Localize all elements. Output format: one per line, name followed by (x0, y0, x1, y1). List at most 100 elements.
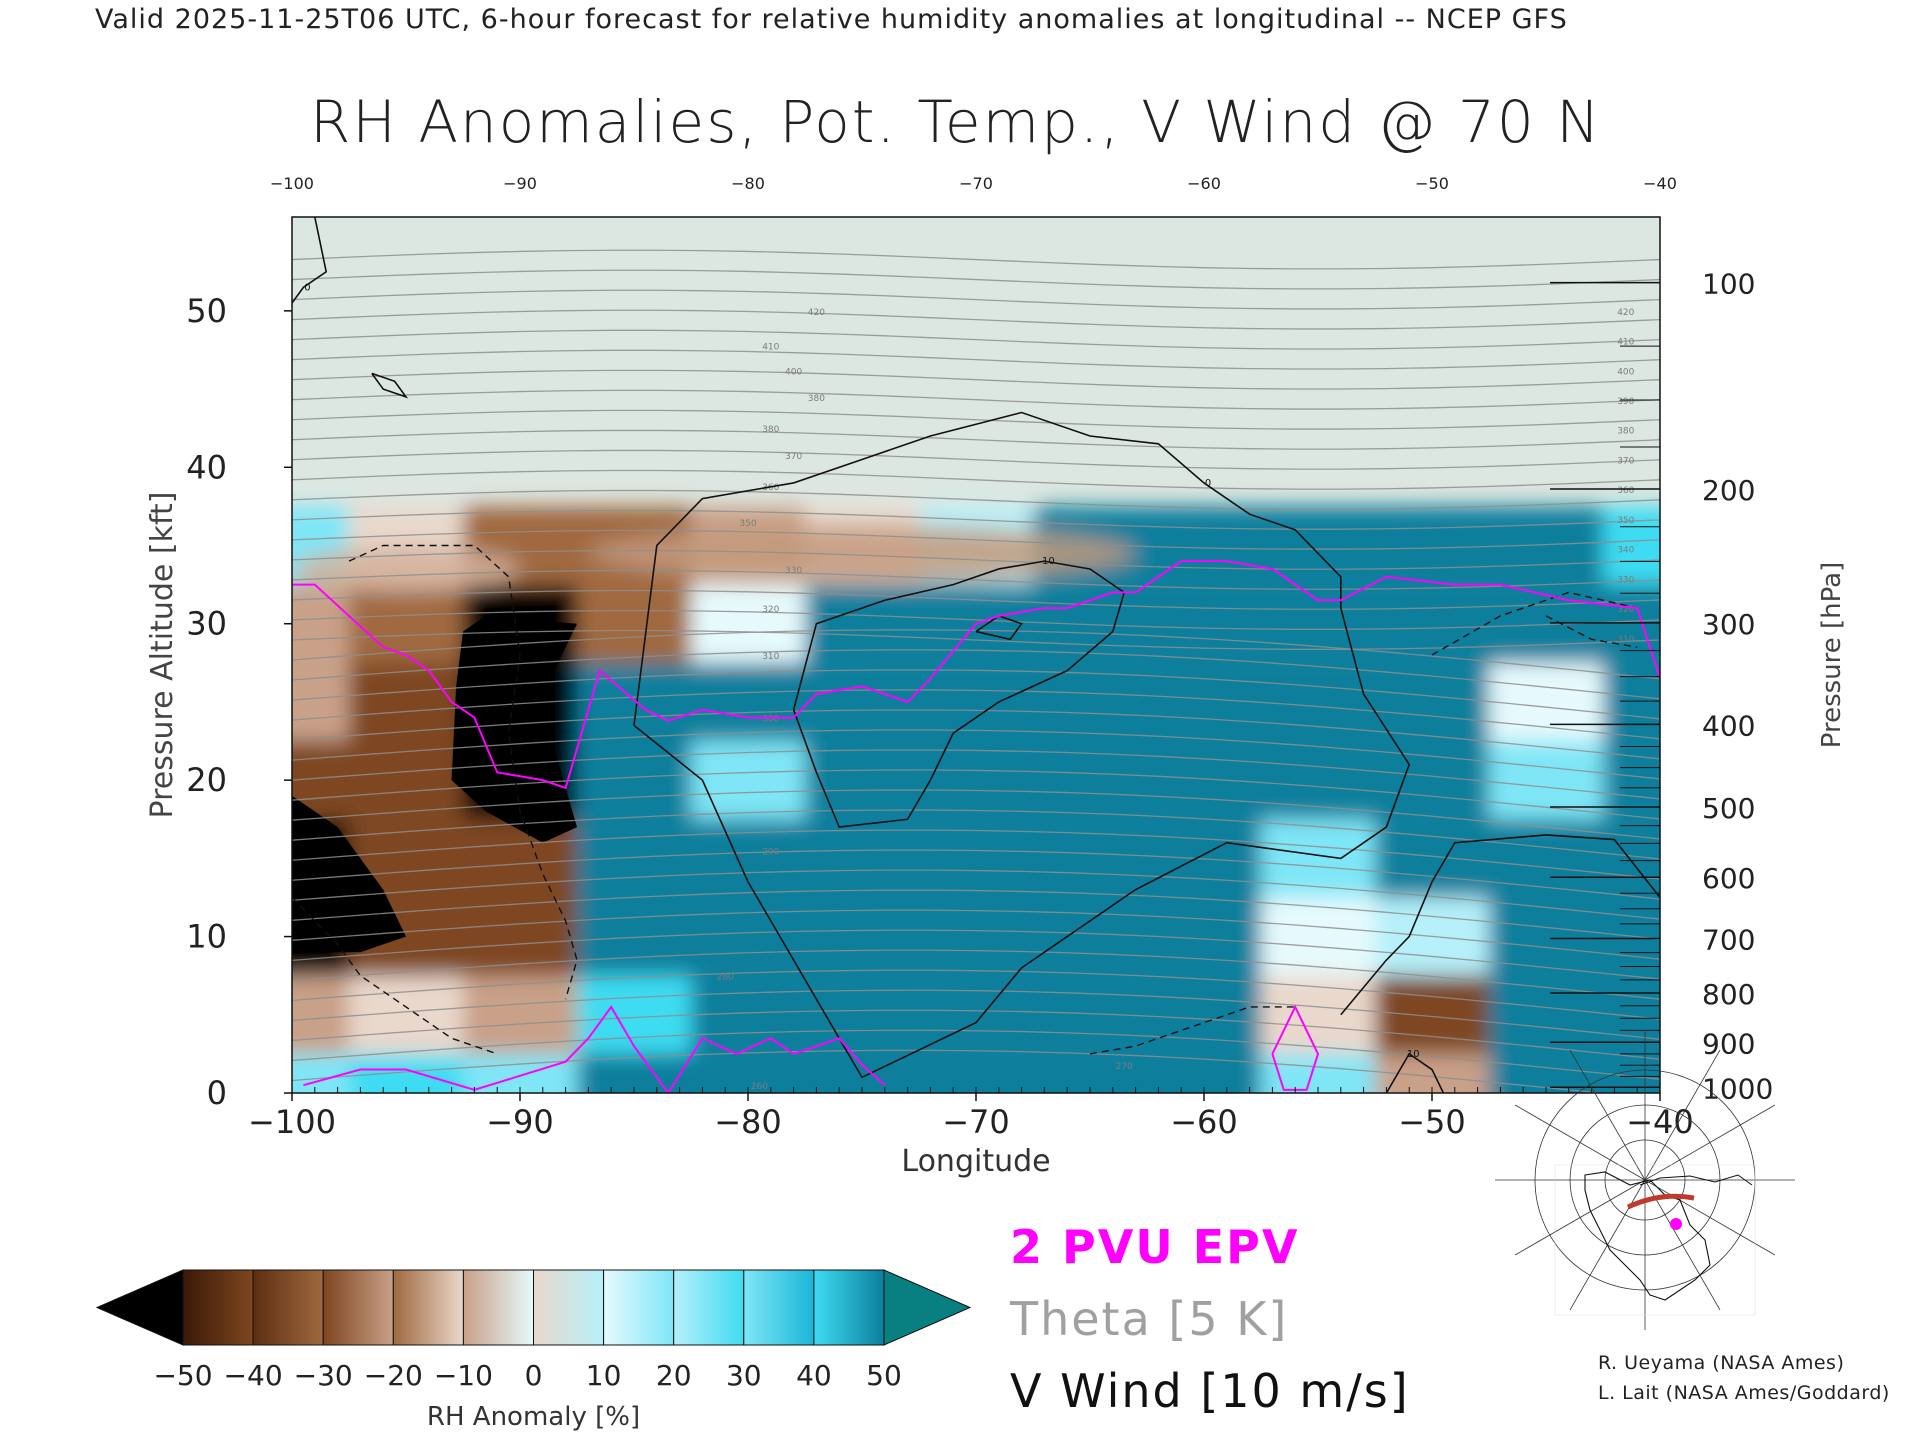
rh-cell (1033, 741, 1147, 820)
rh-cell (1489, 897, 1603, 976)
colorbar-tick-label: −30 (294, 1359, 353, 1392)
rh-cell (919, 741, 1033, 820)
theta-line (292, 749, 1660, 800)
rh-cell (919, 897, 1033, 976)
colorbar-tick-label: −40 (224, 1359, 283, 1392)
pressure-tick-label: 400 (1702, 709, 1755, 742)
theta-label: 400 (1617, 367, 1634, 377)
theta-line (292, 629, 1660, 680)
pressure-tick-label: 800 (1702, 978, 1755, 1011)
theta-line (292, 649, 1660, 700)
theta-label: 410 (1617, 338, 1634, 348)
legend-theta: Theta [5 K] (1010, 1292, 1289, 1346)
rh-cell (1261, 1053, 1375, 1093)
x-tick-label: −60 (1170, 1103, 1238, 1141)
colorbar-tick-label: 20 (656, 1359, 692, 1392)
colorbar-tick-label: −10 (434, 1359, 493, 1392)
colorbar-box (392, 1269, 464, 1346)
theta-line (292, 289, 1660, 310)
x-top-tick-label: −60 (1187, 174, 1221, 193)
inset-meridian (1644, 1179, 1721, 1311)
pressure-tick-label: 100 (1702, 268, 1755, 301)
pressure-tick-label: 1000 (1702, 1072, 1773, 1105)
theta-line (292, 489, 1660, 510)
rh-cell (1261, 741, 1375, 820)
vwind-contour (1340, 834, 1660, 1016)
colorbar-box (673, 1269, 745, 1346)
theta-label: 360 (762, 483, 779, 493)
rh-cell (1261, 975, 1375, 1054)
rh-cell (1147, 741, 1261, 820)
rh-cell (805, 819, 919, 898)
inset-meridian (1569, 1049, 1646, 1181)
colorbar-high-arrow (883, 1269, 972, 1346)
theta-contours: 260 270 280 290 300 310 320 330 350 360 370 380 380 4… (292, 249, 1660, 1093)
rh-cell (1489, 1053, 1603, 1093)
theta-label: 280 (717, 973, 734, 983)
theta-line (292, 849, 1660, 900)
colorbar-box (533, 1269, 605, 1346)
rh-cell (577, 897, 691, 976)
rh-anomaly-field (292, 217, 1660, 1093)
theta-line (292, 949, 1660, 1000)
rh-cell (805, 662, 919, 742)
vwind-contours: 0 10 0 10 (292, 217, 1660, 1093)
y-tick-label: 10 (186, 918, 227, 956)
theta-label: 410 (762, 342, 779, 352)
theta-line (292, 309, 1660, 330)
colorbar-tick-label: 30 (726, 1359, 762, 1392)
rh-cell (1033, 662, 1147, 742)
rh-cell (1033, 1053, 1147, 1093)
x-tick-label: −90 (486, 1103, 554, 1141)
rh-cell (919, 819, 1033, 898)
vwind-label: 10 (1042, 556, 1055, 567)
theta-label: 310 (1617, 635, 1634, 645)
theta-label: 330 (1617, 575, 1634, 585)
colorbar-tick-label: −50 (153, 1359, 212, 1392)
inset-meridian (1514, 1104, 1646, 1181)
theta-label: 330 (785, 566, 802, 576)
colorbar-box (603, 1269, 675, 1346)
legend-vwind: V Wind [10 m/s] (1010, 1364, 1410, 1418)
rh-cell (577, 819, 691, 898)
rh-cell (1147, 584, 1261, 663)
theta-line (292, 909, 1660, 960)
theta-line (292, 1049, 1606, 1093)
inset-border (1554, 1164, 1756, 1316)
inset-marker (1670, 1218, 1682, 1230)
rh-highlight (588, 525, 1136, 582)
theta-label: 320 (762, 605, 779, 615)
theta-label: 340 (1617, 546, 1634, 556)
colorbar-low-arrow (95, 1269, 184, 1346)
pressure-tick-label: 500 (1702, 792, 1755, 825)
x-tick-label: −50 (1398, 1103, 1466, 1141)
theta-label: 270 (1116, 1062, 1133, 1072)
rh-cell (349, 584, 463, 663)
vwind-contour (633, 411, 1411, 1079)
theta-line (292, 329, 1660, 350)
theta-label: 380 (762, 425, 779, 435)
rh-cell (1489, 741, 1603, 820)
rh-cell (463, 897, 577, 976)
x-top-tick-label: −80 (731, 174, 765, 193)
credit-line-1: R. Ueyama (NASA Ames) (1598, 1352, 1845, 1374)
rh-cell (1147, 1053, 1261, 1093)
inset-map (1495, 1030, 1795, 1330)
theta-line (292, 589, 1660, 610)
rh-cell (1261, 662, 1375, 742)
epv-line (292, 560, 1660, 790)
x-tick-label: −80 (714, 1103, 782, 1141)
x-top-tick-label: −100 (270, 174, 314, 193)
inset-coastline (1639, 1174, 1753, 1186)
rh-highlight (1352, 526, 1512, 565)
theta-line (292, 269, 1660, 290)
rh-cell (1261, 819, 1375, 898)
colorbar-tick-label: 0 (525, 1359, 543, 1392)
vwind-contour (975, 615, 1023, 641)
chart-title: RH Anomalies, Pot. Temp., V Wind @ 70 N (310, 88, 1602, 156)
rh-cell (1375, 819, 1489, 898)
colorbar-box (252, 1269, 324, 1346)
vwind-negative-contour (292, 896, 498, 1055)
x-top-tick-label: −50 (1415, 174, 1449, 193)
